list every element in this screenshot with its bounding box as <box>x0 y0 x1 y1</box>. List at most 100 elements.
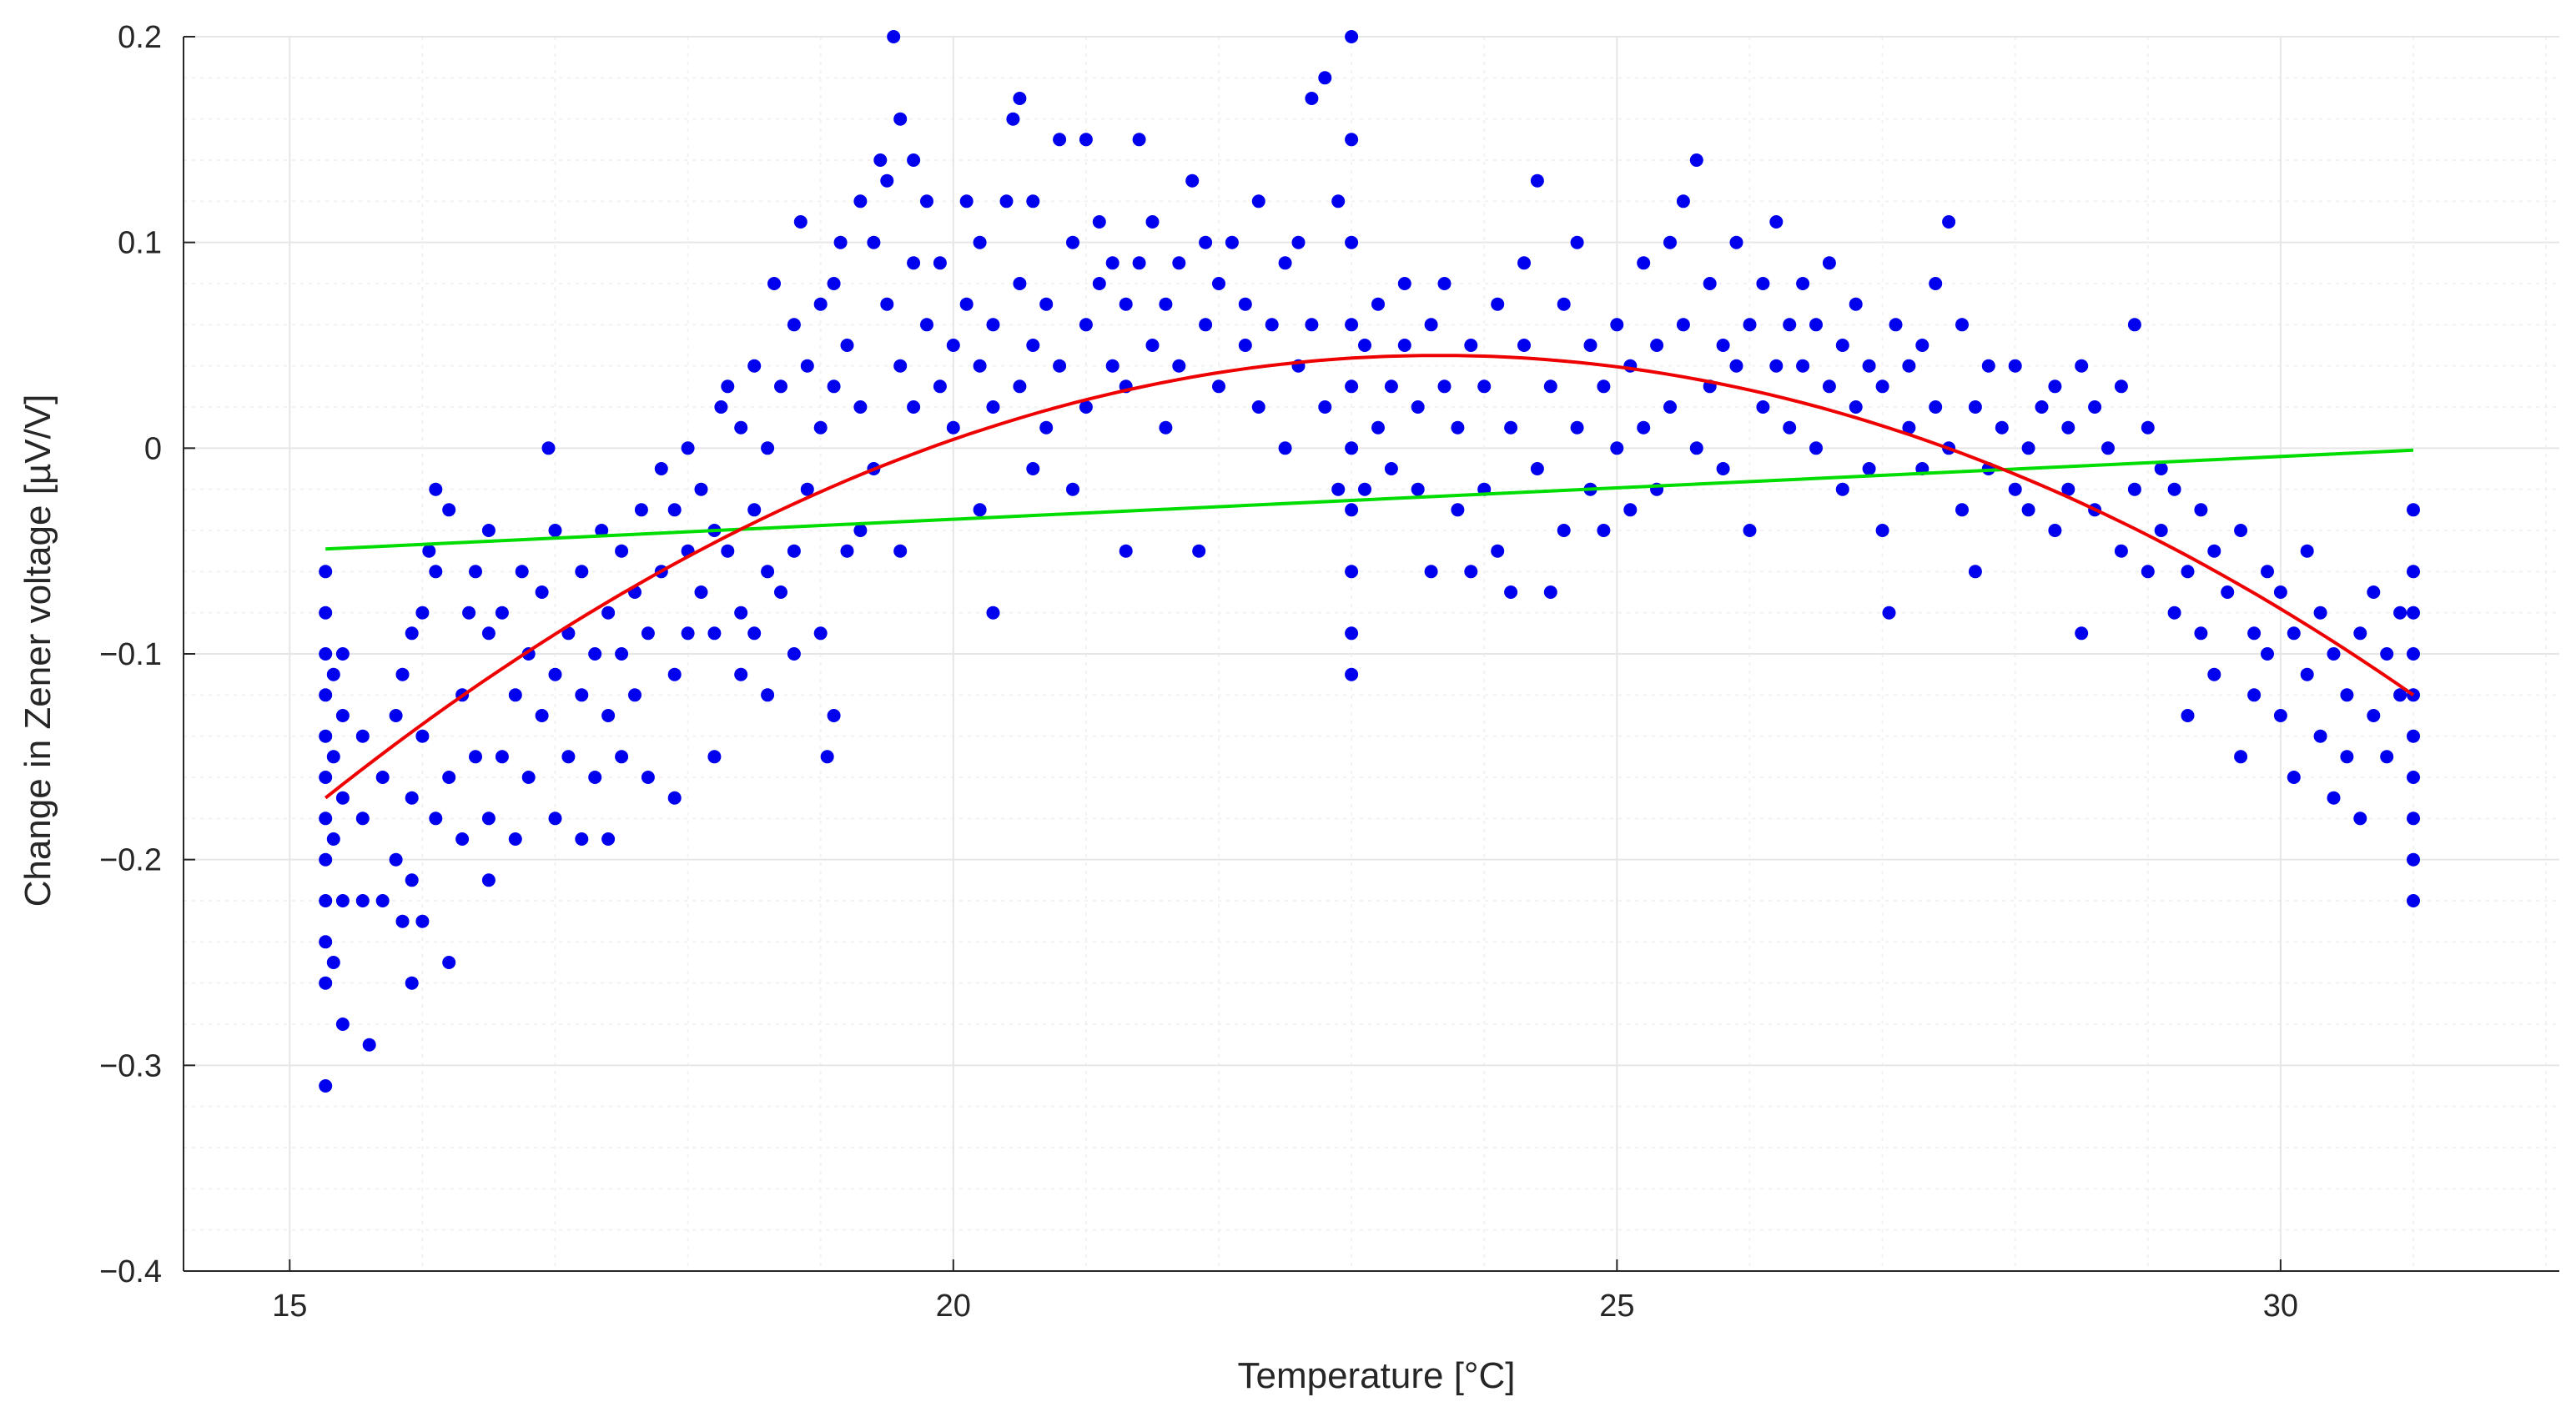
data-point <box>2061 482 2075 496</box>
data-point <box>907 400 921 414</box>
data-point <box>442 771 456 784</box>
data-point <box>2008 482 2022 496</box>
data-point <box>615 544 629 558</box>
data-point <box>800 359 814 373</box>
data-point <box>840 339 854 352</box>
data-point <box>575 565 589 579</box>
data-point <box>601 606 616 620</box>
data-point <box>1783 318 1797 332</box>
data-point <box>1597 524 1611 537</box>
data-point <box>1663 400 1677 414</box>
data-point <box>1875 379 1889 394</box>
data-point <box>405 791 419 805</box>
data-point <box>1238 297 1252 311</box>
data-point <box>2313 606 2327 620</box>
data-point <box>1411 482 1425 496</box>
data-point <box>405 626 419 641</box>
data-point <box>787 647 801 661</box>
data-point <box>1716 462 1730 475</box>
data-point <box>319 812 333 826</box>
data-point <box>1105 256 1119 270</box>
data-point <box>920 318 933 332</box>
data-point <box>1371 420 1385 435</box>
data-point <box>1092 215 1106 229</box>
data-point <box>1882 606 1896 620</box>
data-point <box>2141 565 2155 579</box>
data-point <box>395 667 410 681</box>
data-point <box>1145 339 1160 352</box>
data-point <box>1278 256 1292 270</box>
data-point <box>959 297 974 311</box>
data-point <box>495 750 509 764</box>
data-point <box>405 976 419 990</box>
data-point <box>1929 400 1943 414</box>
data-point <box>1026 462 1040 475</box>
data-point <box>481 812 496 826</box>
data-point <box>681 626 695 641</box>
data-point <box>2407 771 2420 784</box>
data-point <box>495 606 509 620</box>
x-tick-label: 25 <box>1599 1289 1634 1324</box>
data-point <box>469 565 482 579</box>
y-tick-label: 0 <box>144 431 162 466</box>
data-point <box>1006 112 1020 126</box>
data-point <box>508 832 522 846</box>
data-point <box>933 256 947 270</box>
data-point <box>1504 585 1518 599</box>
data-point <box>362 1038 376 1052</box>
data-point <box>2407 852 2420 867</box>
data-point <box>761 441 775 455</box>
data-point <box>389 852 403 867</box>
data-point <box>462 606 476 620</box>
data-point <box>1703 277 1717 290</box>
data-point <box>999 194 1014 209</box>
data-point <box>429 812 443 826</box>
data-point <box>1305 92 1319 105</box>
data-point <box>601 709 616 722</box>
data-point <box>1822 256 1836 270</box>
data-point <box>1809 441 1823 455</box>
data-point <box>1968 400 1982 414</box>
data-point <box>535 709 549 722</box>
data-point <box>1491 297 1505 311</box>
data-point <box>1637 256 1651 270</box>
data-point <box>959 194 974 209</box>
data-point <box>1345 30 1359 43</box>
data-point <box>1875 524 1889 537</box>
data-point <box>1849 400 1863 414</box>
data-point <box>873 153 888 167</box>
data-point <box>1676 194 1690 209</box>
data-point <box>1345 626 1359 641</box>
data-point <box>319 688 333 702</box>
data-point <box>1783 420 1797 435</box>
data-point <box>1251 400 1265 414</box>
data-point <box>355 812 370 826</box>
data-point <box>2154 524 2168 537</box>
data-point <box>1132 133 1146 147</box>
data-point <box>1238 339 1252 352</box>
data-point <box>767 277 781 290</box>
data-point <box>761 565 775 579</box>
data-point <box>1039 297 1054 311</box>
data-point <box>1743 524 1757 537</box>
data-point <box>721 544 735 558</box>
data-point <box>1849 297 1863 311</box>
data-point <box>1265 318 1279 332</box>
data-point <box>1345 133 1359 147</box>
data-point <box>747 626 762 641</box>
data-point <box>2061 420 2075 435</box>
data-point <box>2207 544 2221 558</box>
data-point <box>1053 133 1067 147</box>
data-point <box>1053 359 1067 373</box>
data-point <box>1291 235 1306 249</box>
data-point <box>2407 812 2420 826</box>
data-point <box>2181 565 2195 579</box>
data-point <box>319 1079 333 1093</box>
data-point <box>2194 626 2208 641</box>
data-point <box>326 832 340 846</box>
axes <box>183 36 2559 1272</box>
data-point <box>615 750 629 764</box>
data-point <box>946 420 960 435</box>
data-point <box>787 544 801 558</box>
data-point <box>2088 400 2102 414</box>
